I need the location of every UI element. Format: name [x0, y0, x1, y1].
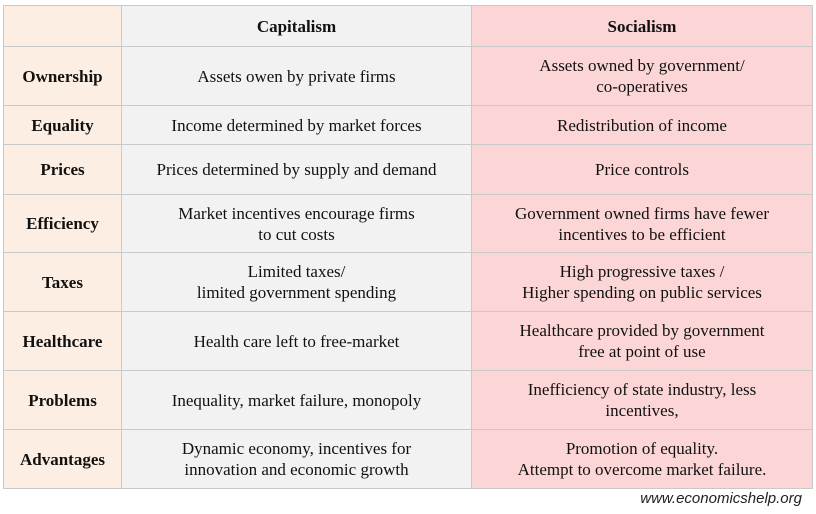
table-row-prices: Prices Prices determined by supply and d… — [3, 144, 813, 195]
row-label-taxes: Taxes — [3, 252, 122, 312]
table-row-advantages: Advantages Dynamic economy, incentives f… — [3, 429, 813, 489]
socialism-cell-prices: Price controls — [471, 144, 813, 195]
table-row-taxes: Taxes Limited taxes/ limited government … — [3, 252, 813, 312]
table-row-problems: Problems Inequality, market failure, mon… — [3, 370, 813, 430]
socialism-cell-taxes: High progressive taxes / Higher spending… — [471, 252, 813, 312]
row-label-healthcare: Healthcare — [3, 311, 122, 371]
table-header-row: Capitalism Socialism — [3, 5, 813, 47]
socialism-cell-equality: Redistribution of income — [471, 105, 813, 145]
header-capitalism: Capitalism — [121, 5, 472, 47]
capitalism-cell-healthcare: Health care left to free-market — [121, 311, 472, 371]
table-row-ownership: Ownership Assets owen by private firms A… — [3, 46, 813, 106]
header-socialism: Socialism — [471, 5, 813, 47]
capitalism-cell-prices: Prices determined by supply and demand — [121, 144, 472, 195]
capitalism-cell-efficiency: Market incentives encourage firms to cut… — [121, 194, 472, 253]
row-label-efficiency: Efficiency — [3, 194, 122, 253]
table-row-healthcare: Healthcare Health care left to free-mark… — [3, 311, 813, 371]
row-label-problems: Problems — [3, 370, 122, 430]
capitalism-cell-advantages: Dynamic economy, incentives for innovati… — [121, 429, 472, 489]
capitalism-cell-taxes: Limited taxes/ limited government spendi… — [121, 252, 472, 312]
table-row-efficiency: Efficiency Market incentives encourage f… — [3, 194, 813, 253]
row-label-prices: Prices — [3, 144, 122, 195]
header-corner-cell — [3, 5, 122, 47]
capitalism-cell-ownership: Assets owen by private firms — [121, 46, 472, 106]
row-label-ownership: Ownership — [3, 46, 122, 106]
socialism-cell-efficiency: Government owned firms have fewer incent… — [471, 194, 813, 253]
capitalism-cell-equality: Income determined by market forces — [121, 105, 472, 145]
table-row-equality: Equality Income determined by market for… — [3, 105, 813, 145]
comparison-table: Capitalism Socialism Ownership Assets ow… — [3, 5, 813, 489]
socialism-cell-healthcare: Healthcare provided by government free a… — [471, 311, 813, 371]
socialism-cell-problems: Inefficiency of state industry, less inc… — [471, 370, 813, 430]
source-url: www.economicshelp.org — [640, 490, 802, 507]
socialism-cell-advantages: Promotion of equality. Attempt to overco… — [471, 429, 813, 489]
row-label-equality: Equality — [3, 105, 122, 145]
row-label-advantages: Advantages — [3, 429, 122, 489]
socialism-cell-ownership: Assets owned by government/ co-operative… — [471, 46, 813, 106]
capitalism-cell-problems: Inequality, market failure, monopoly — [121, 370, 472, 430]
